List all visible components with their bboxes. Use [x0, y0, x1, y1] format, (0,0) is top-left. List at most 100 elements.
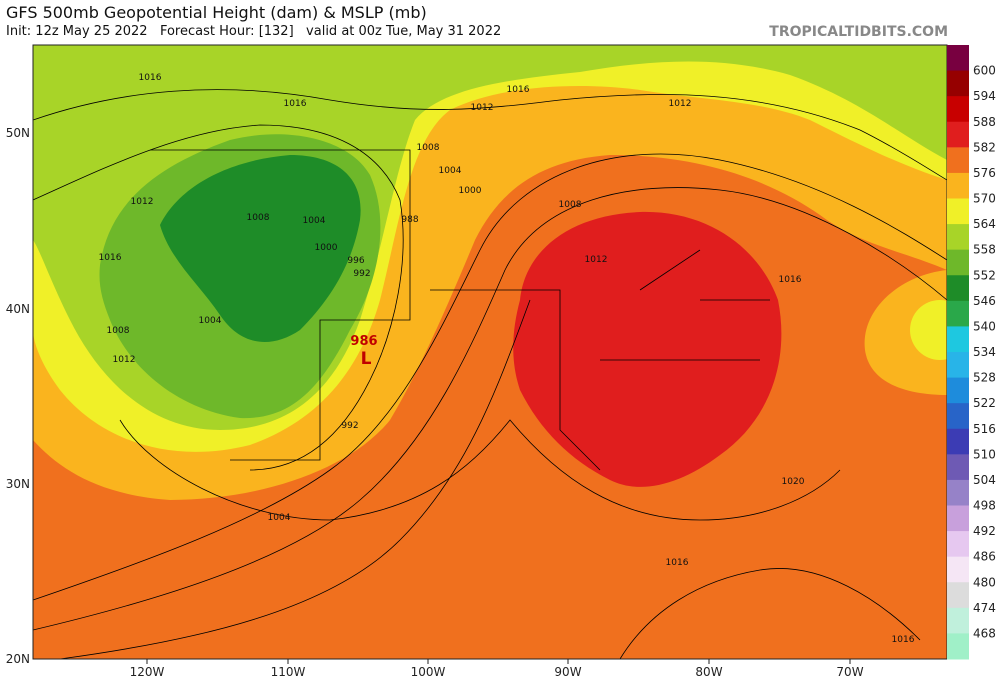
isobar-label: 1012 — [585, 255, 608, 265]
colorbar-swatch — [947, 556, 969, 583]
colorbar-swatch — [947, 249, 969, 276]
band-588 — [513, 211, 782, 487]
colorbar-label: 510 — [973, 447, 996, 461]
isobar-label: 1008 — [107, 326, 130, 336]
map-frame — [32, 44, 948, 660]
isobar-label: 1012 — [113, 355, 136, 365]
colorbar-swatch — [947, 275, 969, 302]
isobar-label: 1000 — [459, 186, 482, 196]
map-title: GFS 500mb Geopotential Height (dam) & MS… — [6, 3, 427, 22]
band-576 — [33, 45, 947, 500]
colorbar-label: 594 — [973, 89, 996, 103]
colorbar-swatch — [947, 505, 969, 532]
colorbar-swatch — [947, 633, 969, 660]
latitude-label: 30N — [6, 477, 30, 491]
isobar-label: 1016 — [284, 99, 307, 109]
isobar-label: 1008 — [247, 213, 270, 223]
colorbar-label: 468 — [973, 626, 996, 640]
isobar-label: 1004 — [439, 166, 462, 176]
isobar-label: 1004 — [268, 513, 291, 523]
source-label: TROPICALTIDBITS.COM — [769, 24, 948, 40]
isobar-label: 1016 — [99, 253, 122, 263]
isobar-label: 1000 — [315, 243, 338, 253]
longitude-label: 110W — [271, 665, 306, 679]
colorbar-swatch — [947, 428, 969, 455]
colorbar-label: 570 — [973, 192, 996, 206]
colorbar-label: 534 — [973, 345, 996, 359]
longitude-label: 120W — [130, 665, 165, 679]
isobar-label: 996 — [347, 256, 364, 266]
contours — [33, 89, 947, 659]
map-subtitle: Init: 12z May 25 2022 Forecast Hour: [13… — [6, 24, 502, 39]
colorbar-label: 474 — [973, 601, 996, 615]
longitude-label: 90W — [554, 665, 581, 679]
colorbar-label: 558 — [973, 243, 996, 257]
colorbar-swatch — [947, 70, 969, 97]
isobar-label: 1012 — [471, 103, 494, 113]
isobar-label: 1008 — [559, 200, 582, 210]
latitude-label: 50N — [6, 126, 30, 140]
isobar-label: 1020 — [782, 477, 805, 487]
colorbar-swatch — [947, 300, 969, 327]
isobar-label: 1016 — [507, 85, 530, 95]
isobar-label: 1012 — [669, 99, 692, 109]
band-576-east — [864, 270, 947, 395]
band-570-east — [910, 300, 947, 360]
colorbar-swatch — [947, 147, 969, 174]
colorbar-swatch — [947, 172, 969, 199]
isobar-label: 1008 — [417, 143, 440, 153]
colorbar-swatch — [947, 531, 969, 558]
band-582 — [33, 45, 947, 659]
isobar-label: 992 — [353, 269, 370, 279]
isobar-label: 1016 — [779, 275, 802, 285]
colorbar-swatch — [947, 454, 969, 481]
colorbar-label: 552 — [973, 268, 996, 282]
colorbar-label: 504 — [973, 473, 996, 487]
isobar-label: 1004 — [303, 216, 326, 226]
longitude-label: 70W — [836, 665, 863, 679]
colorbar-swatch — [947, 403, 969, 430]
band-570 — [33, 45, 947, 452]
low-pressure-value: 986 — [350, 334, 377, 349]
isobar-label: 1016 — [892, 635, 915, 645]
colorbar-swatch — [947, 45, 969, 72]
colorbar-label: 540 — [973, 319, 996, 333]
isobar-label: 1004 — [199, 316, 222, 326]
isobar-label: 1016 — [666, 558, 689, 568]
isobar-label: 1016 — [139, 73, 162, 83]
colorbar-label: 492 — [973, 524, 996, 538]
colorbar-label: 564 — [973, 217, 996, 231]
colorbar-label: 600 — [973, 64, 996, 78]
isobar-label: 988 — [401, 215, 418, 225]
isobar-label: 1012 — [131, 197, 154, 207]
band-558 — [99, 134, 381, 419]
colorbar-swatch — [947, 198, 969, 225]
colorbar-swatch — [947, 121, 969, 148]
longitude-label: 80W — [695, 665, 722, 679]
latitude-label: 40N — [6, 302, 30, 316]
colorbar-swatch — [947, 96, 969, 123]
height-field — [33, 45, 947, 659]
colorbar-swatch — [947, 352, 969, 379]
band-552 — [160, 155, 361, 342]
colorbar-label: 480 — [973, 575, 996, 589]
colorbar-label: 528 — [973, 371, 996, 385]
colorbar-swatch — [947, 326, 969, 353]
colorbar-label: 498 — [973, 499, 996, 513]
colorbar-label: 522 — [973, 396, 996, 410]
colorbar-label: 576 — [973, 166, 996, 180]
colorbar-label: 486 — [973, 550, 996, 564]
colorbar-label: 588 — [973, 115, 996, 129]
colorbar-label: 516 — [973, 422, 996, 436]
latitude-label: 20N — [6, 652, 30, 666]
colorbar-swatch — [947, 224, 969, 251]
longitude-label: 100W — [411, 665, 446, 679]
isobar-label: 992 — [341, 421, 358, 431]
colorbar-swatch — [947, 607, 969, 634]
colorbar-label: 546 — [973, 294, 996, 308]
low-pressure-symbol: L — [361, 349, 372, 369]
colorbar-label: 582 — [973, 140, 996, 154]
colorbar-swatch — [947, 479, 969, 506]
